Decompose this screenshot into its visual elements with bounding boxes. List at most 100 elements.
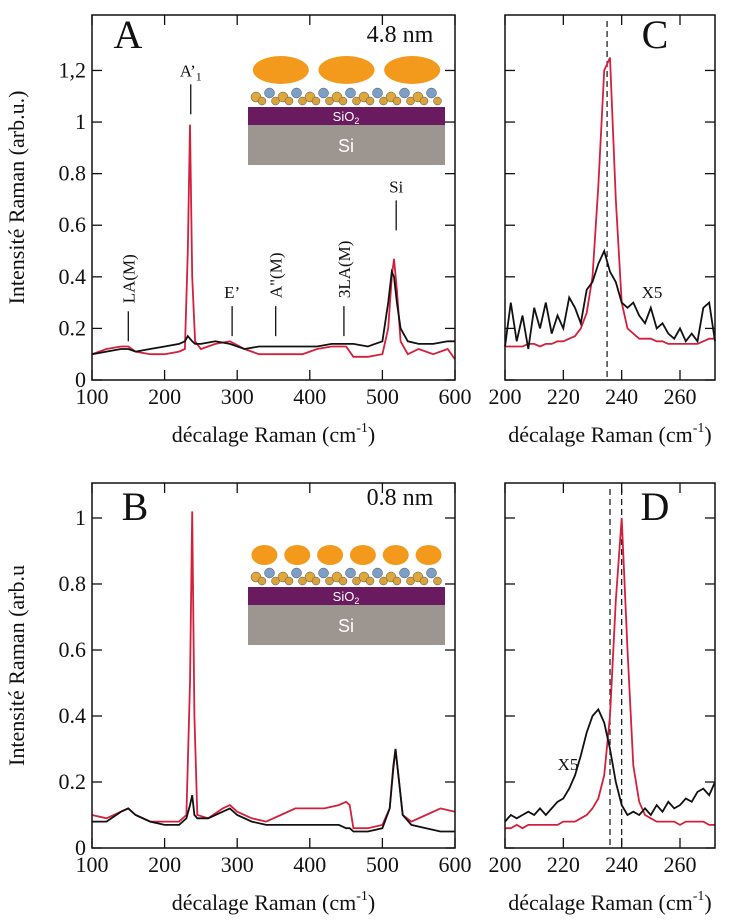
gold-particle	[318, 56, 375, 84]
x-axis-label: )	[704, 422, 711, 447]
atom	[365, 576, 375, 586]
gold-particle	[251, 545, 278, 565]
inset-label: Si	[338, 136, 354, 156]
substrate-si	[248, 605, 445, 645]
peak-label: 3LA(M)	[335, 241, 354, 299]
y-tick-label: 0.2	[59, 315, 87, 340]
panel-note: 0.8 nm	[367, 485, 434, 511]
y-tick-label: 0.2	[59, 769, 87, 794]
spectrum-line	[505, 57, 715, 348]
panel-letter: C	[642, 12, 669, 57]
inset-label: Si	[338, 616, 354, 636]
x-tick-label: 300	[221, 852, 254, 877]
atom	[264, 567, 275, 579]
atom	[298, 96, 307, 106]
atom	[392, 576, 402, 586]
x-tick-label: 260	[664, 384, 697, 409]
y-tick-label: 0	[75, 835, 86, 860]
x-axis-label: décalage Raman (cm	[508, 890, 692, 915]
spectrum-line	[91, 268, 455, 356]
panel: 200 220 240 260 C X5 décalage Raman (cm-1)	[489, 12, 716, 447]
x-axis-label: -1	[693, 421, 705, 436]
x-tick-label: 300	[221, 384, 254, 409]
atom	[271, 96, 280, 106]
atom	[325, 576, 334, 586]
panel-note: X5	[558, 755, 579, 774]
gold-particle	[415, 545, 442, 565]
atom	[318, 567, 329, 579]
x-tick-label: 600	[439, 384, 472, 409]
atom	[291, 567, 302, 579]
oxide-layer	[248, 107, 445, 125]
peak-label: A’1	[180, 61, 202, 83]
y-tick-label: 0.4	[59, 264, 87, 289]
peak-label: Si	[389, 177, 403, 196]
atom	[419, 96, 429, 106]
x-axis-label: )	[368, 890, 375, 915]
atom	[325, 96, 334, 106]
peak-label: Si	[389, 177, 403, 196]
atom	[271, 576, 280, 586]
y-axis-label: Intensité Raman (arb.u	[4, 565, 29, 766]
plot-frame	[91, 14, 456, 381]
atom	[406, 576, 415, 586]
inset-label: SiO	[333, 109, 355, 124]
spectrum-line	[504, 248, 716, 350]
gold-particle	[317, 545, 344, 565]
peak-label: E’	[224, 283, 240, 302]
atom	[338, 96, 348, 106]
atom	[352, 576, 361, 586]
atom	[311, 96, 321, 106]
atom	[406, 96, 415, 106]
spectrum-line	[504, 707, 716, 823]
x-tick-label: 240	[605, 384, 638, 409]
y-tick-label: 1,2	[59, 57, 87, 82]
x-axis-label: décalage Raman (cm-1)	[172, 421, 375, 447]
panel-note: X5	[642, 283, 663, 302]
peak-label: 1	[196, 69, 202, 83]
atom	[318, 87, 329, 99]
atom	[352, 96, 361, 106]
x-tick-label: 600	[439, 852, 472, 877]
gold-particle	[349, 545, 376, 565]
atom	[379, 96, 388, 106]
inset-label: SiO2	[333, 109, 360, 126]
inset-label: SiO2	[333, 589, 360, 606]
y-tick-label: 0.8	[59, 161, 87, 186]
x-tick-label: 100	[76, 852, 109, 877]
y-tick-label: 0.6	[59, 212, 87, 237]
atom	[372, 87, 383, 99]
x-tick-label: 220	[547, 384, 580, 409]
plot-frame	[504, 482, 716, 849]
x-tick-label: 200	[489, 384, 522, 409]
spectrum-line	[92, 748, 455, 833]
x-axis-label: )	[704, 890, 711, 915]
gold-particle	[284, 545, 311, 565]
atom	[433, 96, 442, 106]
y-axis-label: Intensité Raman (arb.u.)	[4, 91, 29, 305]
x-axis-label: décalage Raman (cm-1)	[508, 421, 711, 447]
atom	[399, 567, 410, 579]
x-tick-label: 220	[547, 852, 580, 877]
atom	[372, 567, 383, 579]
y-tick-label: 0.4	[59, 703, 87, 728]
x-tick-label: 400	[293, 852, 326, 877]
x-tick-label: 500	[366, 852, 399, 877]
atom	[379, 576, 388, 586]
x-axis-label: décalage Raman (cm-1)	[508, 889, 711, 915]
peak-label: LA(M)	[119, 254, 138, 303]
panel-letter: B	[122, 484, 149, 529]
atom	[433, 576, 442, 586]
y-tick-label: 1	[75, 505, 86, 530]
peak-label: A’	[180, 61, 196, 80]
plot-frame	[91, 482, 456, 849]
y-tick-label: 0	[75, 367, 86, 392]
inset-label: 2	[354, 596, 359, 606]
panel: 200 220 240 260 D X5 décalage Raman (cm-1)	[489, 482, 716, 915]
atom	[392, 96, 402, 106]
atom	[284, 96, 294, 106]
gold-particle	[252, 56, 309, 84]
